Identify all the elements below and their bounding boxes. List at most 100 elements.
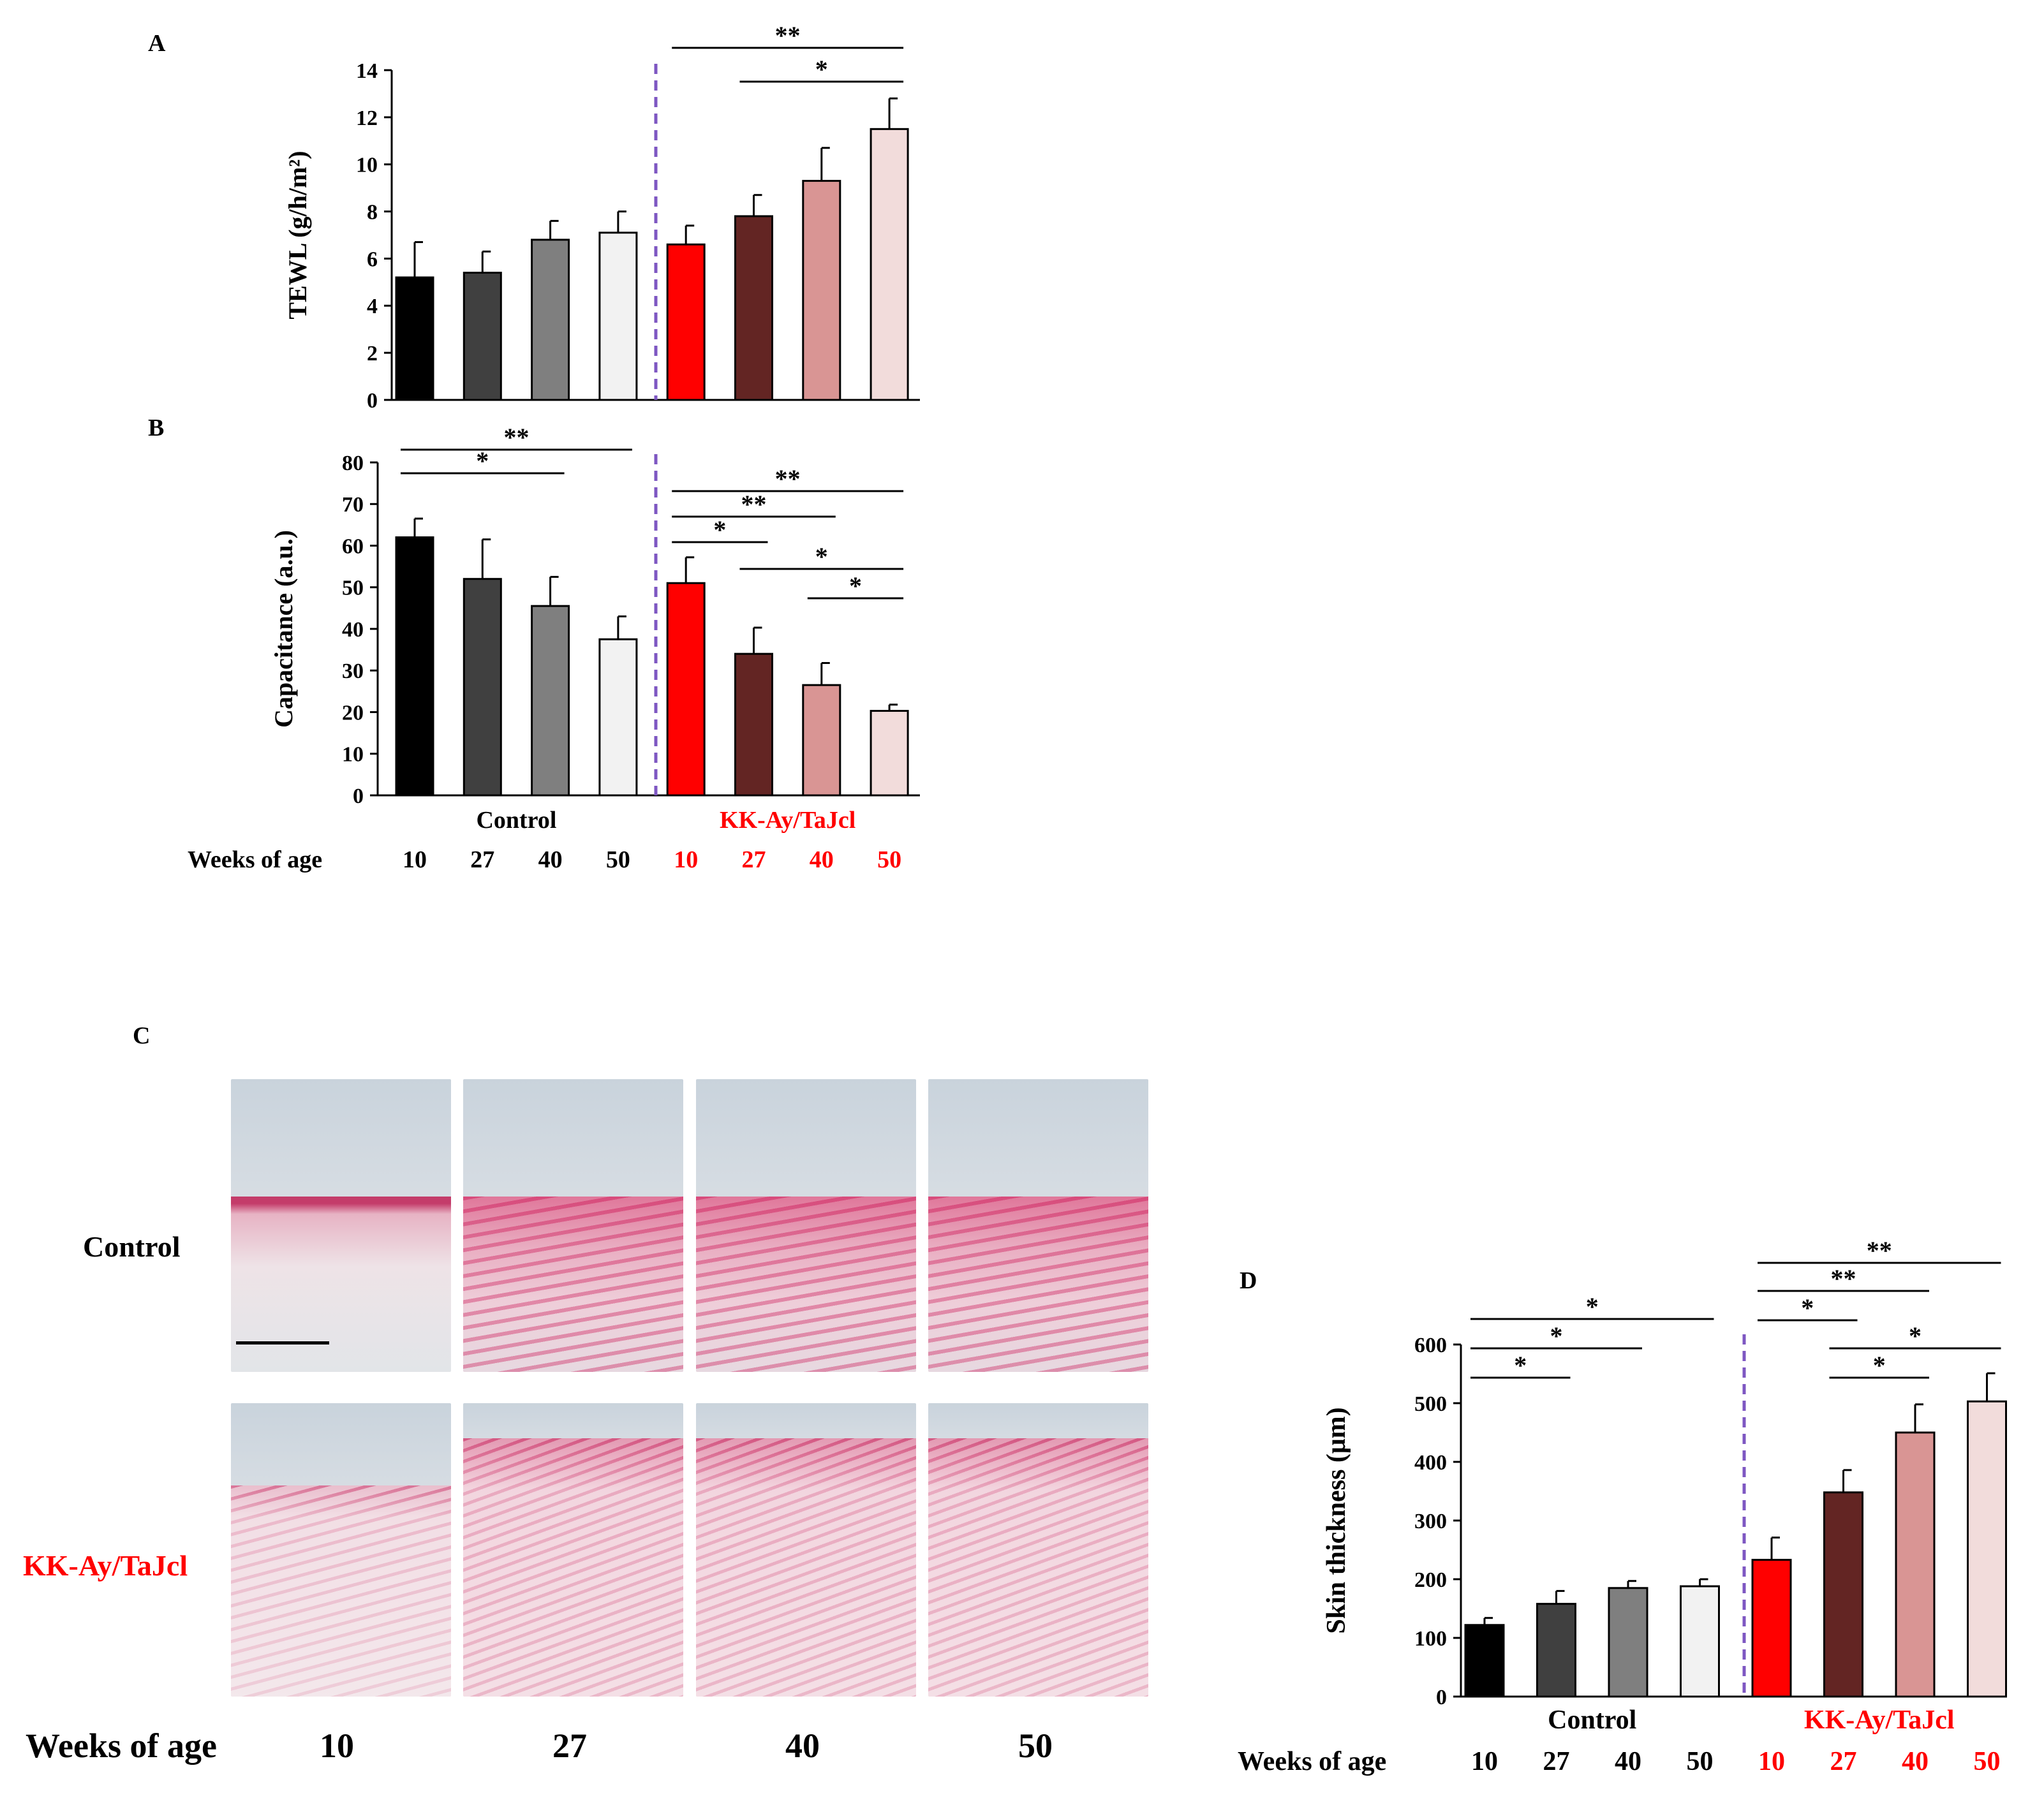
x-category-label: 50 (1687, 1747, 1714, 1776)
x-category-label: 40 (1902, 1747, 1929, 1776)
bar (870, 128, 909, 401)
bar (1895, 1431, 1936, 1698)
y-tick-label: 100 (1414, 1627, 1447, 1651)
y-tick-label: 200 (1414, 1568, 1447, 1592)
x-category-label: 10 (1758, 1747, 1785, 1776)
histology-kk-50 (928, 1403, 1148, 1697)
bar (463, 578, 502, 797)
y-tick-label: 0 (353, 785, 364, 808)
significance-label: * (1550, 1322, 1563, 1350)
panel-letter: B (148, 415, 164, 441)
histology-control-50 (928, 1079, 1148, 1372)
y-tick-label: 80 (342, 452, 364, 475)
y-tick-label: 8 (367, 200, 378, 224)
bar (1823, 1491, 1863, 1698)
bar (1608, 1587, 1648, 1698)
bar (1680, 1585, 1720, 1698)
x-category-label: 50 (1974, 1747, 2001, 1776)
histology-control-10 (231, 1079, 451, 1372)
bar (1464, 1624, 1505, 1698)
bar (802, 180, 841, 401)
y-axis-label: Skin thickness (μm) (1322, 1407, 1351, 1633)
panel-c-col-label-50: 50 (1018, 1727, 1053, 1765)
y-axis-label: TEWL (g/h/m²) (283, 151, 312, 319)
bar (531, 605, 570, 797)
group-label-control: Control (476, 807, 556, 834)
panel-c-letter: C (133, 1022, 150, 1049)
significance-label: ** (775, 464, 801, 493)
x-category-label: 27 (1830, 1747, 1857, 1776)
y-tick-label: 0 (367, 389, 378, 413)
significance-label: * (476, 446, 489, 475)
panel-letter: A (148, 30, 166, 57)
bar (666, 582, 706, 797)
panel-c-row-label-kk: KK-Ay/TaJcl (23, 1549, 188, 1582)
y-tick-label: 12 (356, 107, 378, 130)
bar (734, 652, 773, 797)
histology-kk-40 (696, 1403, 916, 1697)
y-tick-label: 10 (356, 154, 378, 177)
y-tick-label: 0 (1436, 1686, 1447, 1709)
significance-label: * (713, 515, 726, 544)
x-category-label: 10 (403, 846, 427, 873)
y-tick-label: 50 (342, 577, 364, 600)
y-tick-label: 400 (1414, 1451, 1447, 1475)
y-tick-label: 2 (367, 342, 378, 365)
bar (395, 276, 434, 401)
histology-control-27 (463, 1079, 683, 1372)
bar (1536, 1603, 1576, 1698)
x-category-label: 40 (1615, 1747, 1641, 1776)
significance-label: * (1801, 1293, 1814, 1322)
histology-kk-27 (463, 1403, 683, 1697)
group-label-kk: KK-Ay/TaJcl (720, 807, 855, 834)
panel-c-col-label-40: 40 (785, 1727, 820, 1765)
histology-kk-10 (231, 1403, 451, 1697)
y-axis-label: Capacitance (a.u.) (269, 530, 298, 728)
weeks-of-age-label: Weeks of age (1238, 1747, 1386, 1776)
significance-label: ** (775, 21, 801, 50)
significance-label: ** (1831, 1264, 1856, 1293)
x-category-label: 10 (1471, 1747, 1498, 1776)
weeks-of-age-label: Weeks of age (188, 846, 322, 873)
x-category-label: 10 (674, 846, 698, 873)
bar (598, 638, 638, 797)
bar (1751, 1559, 1792, 1698)
significance-label: ** (741, 490, 767, 519)
x-category-label: 27 (470, 846, 494, 873)
y-tick-label: 70 (342, 493, 364, 517)
significance-label: * (1586, 1292, 1599, 1321)
group-label-kk: KK-Ay/TaJcl (1804, 1706, 1955, 1735)
y-tick-label: 14 (356, 59, 378, 83)
bar (531, 239, 570, 401)
histology-control-40 (696, 1079, 916, 1372)
significance-label: ** (1867, 1236, 1892, 1265)
bar (870, 710, 909, 797)
bar (802, 684, 841, 797)
y-tick-label: 30 (342, 659, 364, 683)
y-tick-label: 20 (342, 701, 364, 725)
bar (666, 243, 706, 401)
y-tick-label: 40 (342, 618, 364, 642)
x-category-label: 27 (742, 846, 766, 873)
y-tick-label: 4 (367, 295, 378, 318)
bar (734, 215, 773, 401)
panel-c-col-label-27: 27 (552, 1727, 587, 1765)
x-category-label: 50 (877, 846, 901, 873)
significance-label: * (1514, 1351, 1527, 1380)
group-label-control: Control (1548, 1706, 1636, 1735)
x-category-label: 50 (606, 846, 630, 873)
panel-c-col-label-10: 10 (320, 1727, 354, 1765)
bar (598, 232, 638, 401)
significance-label: * (1873, 1351, 1886, 1380)
y-tick-label: 500 (1414, 1392, 1447, 1416)
y-tick-label: 6 (367, 247, 378, 271)
y-tick-label: 600 (1414, 1334, 1447, 1357)
y-tick-label: 60 (342, 534, 364, 558)
significance-label: * (815, 55, 828, 84)
panel-letter: D (1240, 1267, 1257, 1294)
x-category-label: 40 (538, 846, 563, 873)
significance-label: * (815, 542, 828, 571)
significance-label: * (849, 571, 862, 600)
